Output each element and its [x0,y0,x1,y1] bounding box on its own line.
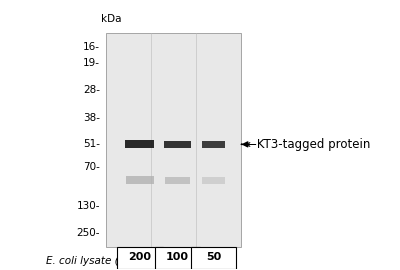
Bar [155,247,200,269]
Bar [106,33,241,247]
Text: 100: 100 [166,252,189,262]
Text: 51-: 51- [83,139,100,149]
Text: 28-: 28- [83,85,100,94]
Text: kDa: kDa [102,14,122,24]
Text: 38-: 38- [83,113,100,123]
Text: 16-: 16- [83,42,100,52]
Bar [126,176,154,184]
Bar [191,247,236,269]
Text: 250-: 250- [76,228,100,238]
Bar [165,177,190,184]
Text: 19-: 19- [83,58,100,68]
Text: ←KT3-tagged protein: ←KT3-tagged protein [242,138,370,151]
Bar [126,140,154,148]
Text: E. coli lysate (ng): E. coli lysate (ng) [46,256,136,266]
Text: 50: 50 [206,252,221,262]
Bar [202,141,225,148]
Bar [202,177,225,184]
Text: 70-: 70- [83,162,100,172]
Text: 200: 200 [128,252,152,262]
Bar [117,247,162,269]
Bar [164,141,191,148]
Text: 130-: 130- [76,201,100,211]
